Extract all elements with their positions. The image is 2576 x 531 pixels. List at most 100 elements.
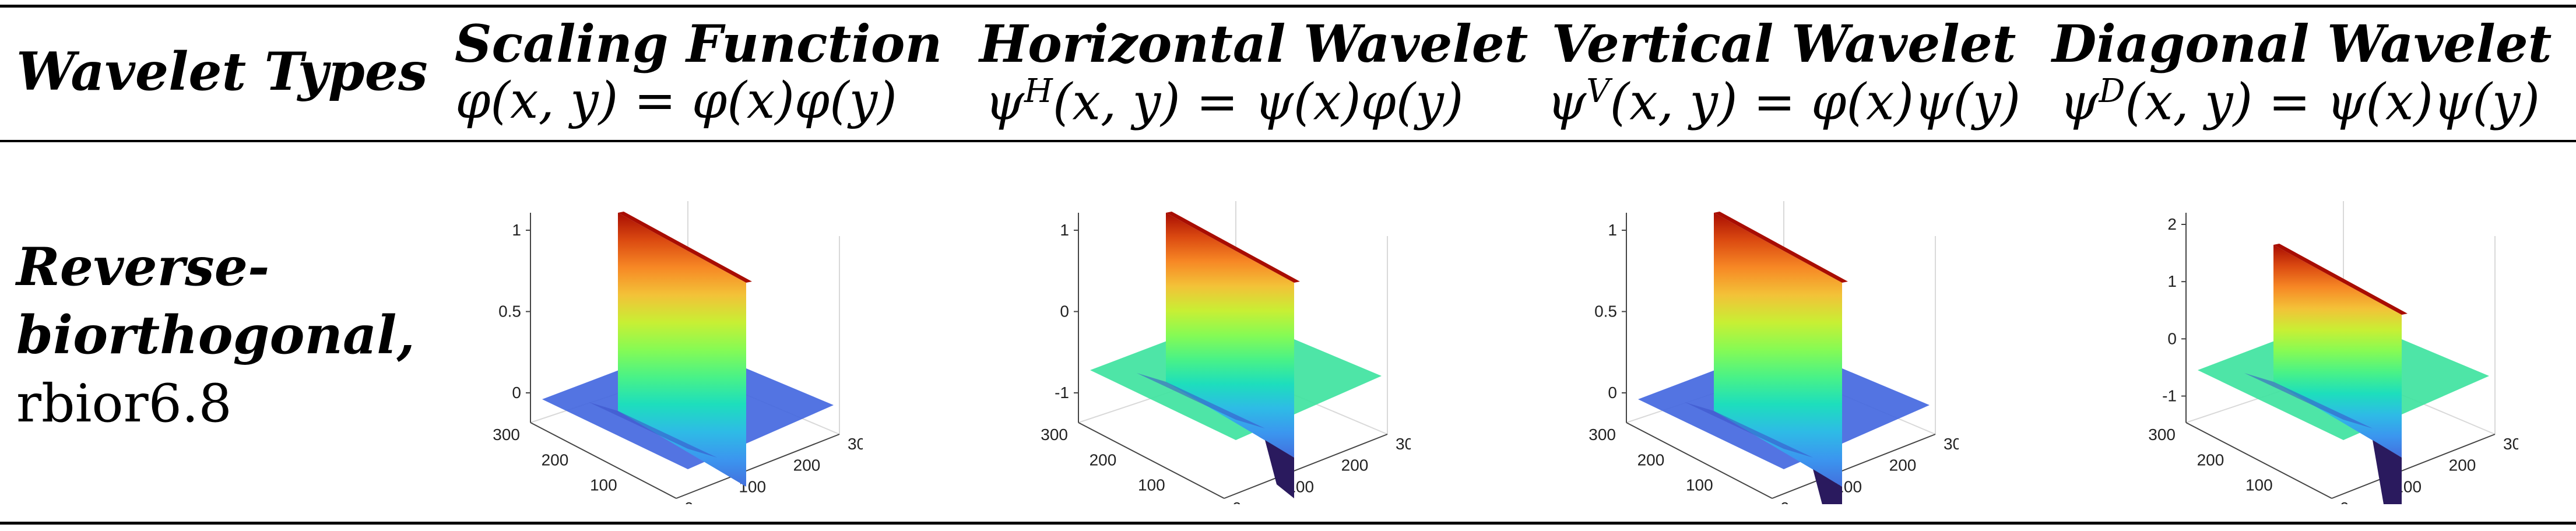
z-tick-label: 1 bbox=[1608, 221, 1617, 239]
col-title: Vertical Wavelet bbox=[1551, 13, 2016, 74]
x-tick-label: 300 bbox=[848, 435, 863, 453]
x-tick-label: 0 bbox=[1780, 499, 1790, 504]
x-axis-line bbox=[1224, 434, 1388, 499]
formula-lhs: ψ bbox=[985, 73, 1025, 132]
y-tick-label: 0 bbox=[656, 501, 666, 504]
x-tick-label: 200 bbox=[1889, 456, 1917, 474]
col-formula: ψV(x, y) = φ(x)ψ(y) bbox=[1547, 72, 2021, 132]
surface-ridge bbox=[1714, 213, 1842, 487]
x-tick-label: 200 bbox=[1341, 456, 1369, 474]
z-tick-label: 2 bbox=[2167, 215, 2177, 233]
y-tick-label: 0 bbox=[1204, 501, 1214, 504]
z-tick-label: 0.5 bbox=[498, 303, 521, 321]
formula-rhs: ψ(x)ψ(y) bbox=[2326, 73, 2540, 132]
y-tick-label: 200 bbox=[2197, 451, 2224, 469]
x-tick-label: 200 bbox=[2449, 456, 2476, 474]
surface-ripple bbox=[2244, 373, 2373, 428]
row-label-line3: rbior6.8 bbox=[16, 373, 232, 434]
col-header-diagonal: Diagonal Wavelet ψD(x, y) = ψ(x)ψ(y) bbox=[2052, 13, 2552, 132]
surface-trough bbox=[1265, 440, 1294, 498]
row-label-line1: Reverse- bbox=[16, 236, 270, 298]
formula-lhs: ψ bbox=[1547, 73, 1587, 132]
plot-vertical: 10.5030020010000100200300 bbox=[1539, 201, 1959, 504]
y-tick-label: 200 bbox=[542, 451, 569, 469]
x-axis-line bbox=[676, 434, 840, 499]
formula-lhs: φ(x, y) bbox=[455, 72, 618, 131]
z-tick-label: -1 bbox=[2162, 387, 2177, 405]
formula-rhs: φ(x)ψ(y) bbox=[1811, 73, 2021, 132]
surface-ridge-top bbox=[2273, 244, 2408, 315]
surface-ripple bbox=[589, 402, 717, 458]
col-formula: φ(x, y) = φ(x)φ(y) bbox=[455, 72, 897, 131]
y-tick-label: 300 bbox=[1589, 425, 1616, 444]
plot-scaling: 10.5030020010000100200300 bbox=[443, 201, 863, 504]
y-axis-line bbox=[2185, 422, 2332, 499]
y-tick-label: 300 bbox=[493, 425, 520, 444]
y-tick-label: 300 bbox=[1041, 425, 1068, 444]
y-tick-label: 0 bbox=[1752, 501, 1762, 504]
z-tick-label: 1 bbox=[2167, 272, 2177, 290]
surface-plot: 10.5030020010000100200300 bbox=[493, 201, 863, 504]
y-tick-label: 100 bbox=[1686, 476, 1713, 494]
z-tick-label: 1 bbox=[512, 221, 521, 239]
col-title: Diagonal Wavelet bbox=[2052, 13, 2552, 74]
col-header-scaling: Scaling Function φ(x, y) = φ(x)φ(y) bbox=[455, 13, 943, 131]
formula-args: (x, y) bbox=[1052, 73, 1180, 132]
col-title: Scaling Function bbox=[455, 13, 943, 74]
y-tick-label: 100 bbox=[1138, 476, 1165, 494]
plot-horizontal: 10-130020010000100200300 bbox=[991, 201, 1411, 504]
surface-ridge bbox=[618, 213, 746, 487]
row-label: Reverse- biorthogonal, rbior6.8 bbox=[16, 233, 415, 438]
x-tick-label: 300 bbox=[1944, 435, 1959, 453]
formula-sup: V bbox=[1586, 72, 1610, 111]
z-tick-label: 0.5 bbox=[1594, 303, 1617, 321]
col-header-vertical: Vertical Wavelet ψV(x, y) = φ(x)ψ(y) bbox=[1539, 13, 2029, 132]
surface-ridge bbox=[1166, 213, 1294, 458]
col-formula: ψH(x, y) = ψ(x)φ(y) bbox=[985, 72, 1464, 132]
formula-args: (x, y) bbox=[2125, 73, 2253, 132]
top-rule bbox=[0, 5, 2576, 8]
row-label-line2: biorthogonal, bbox=[16, 304, 415, 366]
plot-diagonal: 210-130020010000100200300 bbox=[2099, 201, 2518, 504]
surface-ridge-top bbox=[1714, 212, 1848, 283]
x-tick-label: 300 bbox=[1396, 435, 1411, 453]
z-tick-label: -1 bbox=[1055, 384, 1069, 402]
x-tick-label: 300 bbox=[2503, 435, 2518, 453]
x-tick-label: 0 bbox=[2340, 499, 2349, 504]
surface-ripple bbox=[1137, 373, 1265, 428]
x-tick-label: 0 bbox=[1232, 499, 1242, 504]
x-tick-label: 0 bbox=[684, 499, 694, 504]
surface-plot: 210-130020010000100200300 bbox=[2148, 201, 2518, 504]
formula-sup: H bbox=[1024, 72, 1053, 111]
surface-ridge-top bbox=[1166, 212, 1300, 283]
y-tick-label: 300 bbox=[2148, 425, 2176, 444]
surface-ridge-top bbox=[618, 212, 752, 283]
y-axis-line bbox=[1078, 422, 1225, 499]
x-axis-line bbox=[1772, 434, 1936, 499]
formula-rhs: ψ(x)φ(y) bbox=[1254, 73, 1464, 132]
x-axis-line bbox=[2331, 434, 2496, 499]
surface-ridge bbox=[2273, 245, 2402, 458]
bottom-rule bbox=[0, 522, 2576, 525]
col-formula: ψD(x, y) = ψ(x)ψ(y) bbox=[2059, 72, 2540, 132]
z-tick-label: 0 bbox=[512, 384, 521, 402]
formula-rhs: φ(x)φ(y) bbox=[692, 72, 897, 131]
y-axis-line bbox=[530, 422, 677, 499]
x-tick-label: 200 bbox=[793, 456, 821, 474]
surface-plot: 10-130020010000100200300 bbox=[1041, 201, 1411, 504]
y-tick-label: 200 bbox=[1090, 451, 1117, 469]
y-tick-label: 100 bbox=[2245, 476, 2273, 494]
surface-ripple bbox=[1685, 402, 1813, 458]
y-tick-label: 0 bbox=[2312, 501, 2321, 504]
formula-sup: D bbox=[2099, 72, 2125, 111]
surface-trough bbox=[1813, 469, 1842, 504]
z-tick-label: 0 bbox=[2167, 329, 2177, 347]
y-tick-label: 100 bbox=[590, 476, 617, 494]
formula-lhs: ψ bbox=[2059, 73, 2099, 132]
y-axis-line bbox=[1626, 422, 1773, 499]
row-header-label: Wavelet Types bbox=[16, 41, 428, 103]
col-header-horizontal: Horizontal Wavelet ψH(x, y) = ψ(x)φ(y) bbox=[979, 14, 1528, 132]
y-tick-label: 200 bbox=[1637, 451, 1665, 469]
header-rule bbox=[0, 140, 2576, 142]
formula-args: (x, y) bbox=[1609, 73, 1738, 132]
